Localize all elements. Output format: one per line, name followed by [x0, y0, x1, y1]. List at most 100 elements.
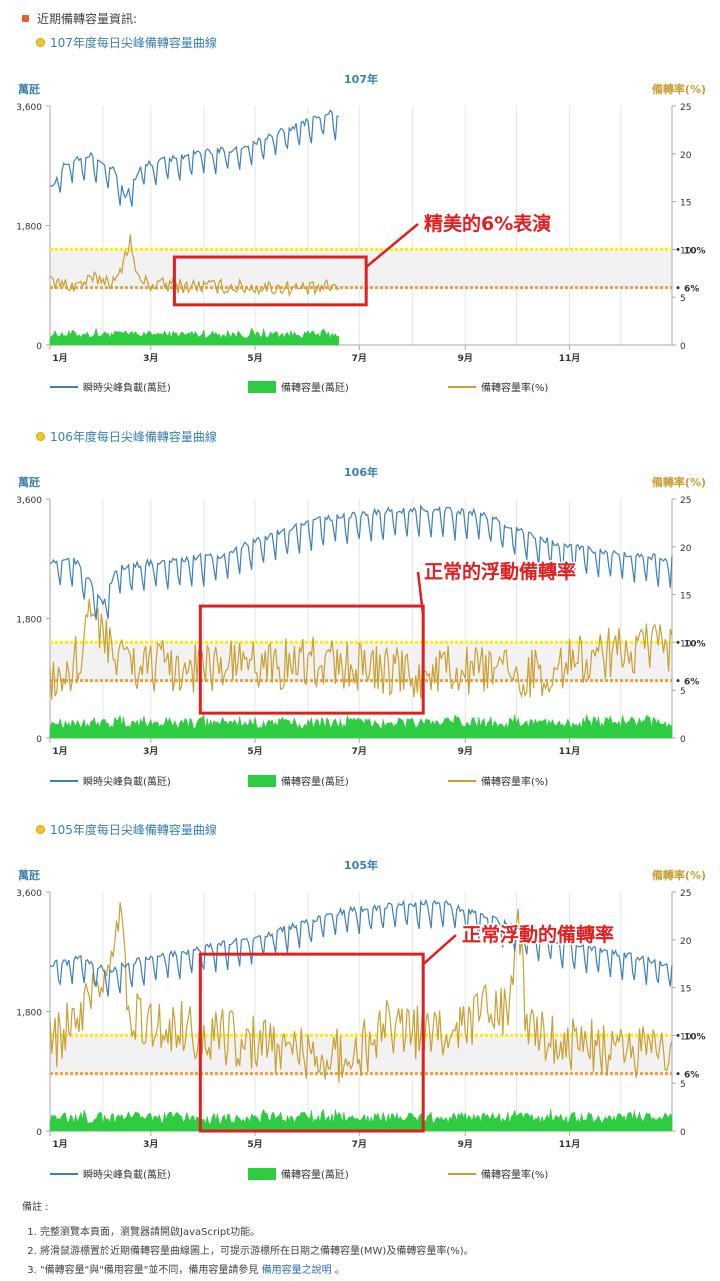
- right-tick-label: 20: [680, 151, 692, 161]
- legend-peak[interactable]: 瞬時尖峰負載(萬瓩): [50, 773, 171, 788]
- right-tick-label: 0: [680, 1128, 686, 1138]
- section-header: 近期備轉容量資訊:: [22, 10, 137, 27]
- line-swatch-icon: [448, 1172, 476, 1175]
- left-axis-label: 萬瓩: [18, 82, 40, 96]
- chart-subtitle-105: 105年度每日尖峰備轉容量曲線: [36, 821, 217, 838]
- notes-title: 備註 :: [22, 1202, 49, 1213]
- right-tick-label: 10: [680, 639, 692, 649]
- line-swatch-icon: [448, 385, 476, 388]
- legend-rate[interactable]: 備轉容量率(%): [448, 379, 548, 394]
- ref-dot: [676, 679, 680, 683]
- right-tick-label: 15: [680, 199, 691, 209]
- ref-label-10: 10%: [684, 639, 706, 649]
- chart-105[interactable]: 105年 萬瓩 備轉率(%) 0 1,800 3,600 0 5 10 15 20 25 1月 3月 5月 7…: [0, 851, 720, 1156]
- left-tick-label: 0: [36, 1128, 42, 1138]
- left-tick-label: 0: [36, 735, 42, 745]
- legend-rate[interactable]: 備轉容量率(%): [448, 1166, 548, 1181]
- x-tick-label: 9月: [458, 353, 473, 364]
- series-reserve: [49, 1108, 673, 1132]
- ref-label-6: 6%: [684, 1071, 699, 1081]
- series-peak: [49, 503, 673, 621]
- legend-105: 瞬時尖峰負載(萬瓩) 備轉容量(萬瓩) 備轉容量率(%): [0, 1166, 720, 1186]
- callout-line: [422, 934, 457, 966]
- series-reserve: [49, 713, 673, 739]
- right-tick-label: 15: [680, 592, 691, 602]
- annotation-text: 正常的浮動備轉率: [424, 560, 576, 583]
- x-tick-label: 11月: [559, 746, 581, 757]
- legend-rate[interactable]: 備轉容量率(%): [448, 773, 548, 788]
- legend-107: 瞬時尖峰負載(萬瓩) 備轉容量(萬瓩) 備轉容量率(%): [0, 379, 720, 399]
- series-peak: [50, 898, 673, 997]
- x-tick-label: 5月: [247, 1139, 262, 1150]
- series-reserve: [49, 327, 340, 346]
- line-swatch-icon: [448, 779, 476, 782]
- x-tick-label: 3月: [143, 1139, 158, 1150]
- legend-reserve[interactable]: 備轉容量(萬瓩): [248, 1166, 349, 1181]
- left-tick-label: 1,800: [16, 223, 42, 233]
- legend-106: 瞬時尖峰負載(萬瓩) 備轉容量(萬瓩) 備轉容量率(%): [0, 773, 720, 793]
- ref-label-6: 6%: [684, 678, 699, 688]
- x-tick-label: 3月: [143, 353, 158, 364]
- callout-line: [365, 223, 419, 269]
- subtitle-text: 106年度每日尖峰備轉容量曲線: [50, 430, 217, 444]
- chart-title: 106年: [344, 465, 378, 479]
- x-tick-label: 5月: [247, 746, 262, 757]
- left-tick-label: 1,800: [16, 1009, 42, 1019]
- line-swatch-icon: [50, 1172, 78, 1175]
- annotation-box: [198, 604, 425, 715]
- box-swatch-icon: [248, 1167, 276, 1180]
- x-tick-label: 11月: [559, 353, 581, 364]
- annotation-box: [172, 255, 368, 307]
- right-tick-label: 15: [680, 985, 691, 995]
- right-axis-label: 備轉率(%): [652, 868, 706, 882]
- right-tick-label: 25: [680, 889, 691, 899]
- right-tick-label: 5: [680, 1080, 686, 1090]
- ref-dot: [676, 247, 680, 251]
- circle-bullet-icon: [36, 38, 45, 47]
- circle-bullet-icon: [36, 825, 45, 834]
- left-tick-label: 3,600: [16, 103, 42, 113]
- x-tick-label: 7月: [352, 353, 367, 364]
- x-tick-label: 1月: [52, 746, 67, 757]
- right-tick-label: 0: [680, 342, 686, 352]
- subtitle-text: 105年度每日尖峰備轉容量曲線: [50, 823, 217, 837]
- x-tick-label: 3月: [143, 746, 158, 757]
- x-tick-label: 9月: [458, 746, 473, 757]
- circle-bullet-icon: [36, 432, 45, 441]
- left-axis-label: 萬瓩: [18, 475, 40, 489]
- x-tick-label: 11月: [559, 1139, 581, 1150]
- x-tick-label: 7月: [352, 746, 367, 757]
- subtitle-text: 107年度每日尖峰備轉容量曲線: [50, 36, 217, 50]
- reserve-band: [50, 249, 672, 288]
- left-axis-label: 萬瓩: [18, 868, 40, 882]
- note-item: 將滑鼠游標置於近期備轉容量曲線圖上，可提示游標所在日期之備轉容量(MW)及備轉容…: [40, 1242, 712, 1257]
- legend-peak[interactable]: 瞬時尖峰負載(萬瓩): [50, 1166, 171, 1181]
- right-tick-label: 25: [680, 496, 691, 506]
- series-peak: [49, 109, 339, 207]
- legend-reserve[interactable]: 備轉容量(萬瓩): [248, 379, 349, 394]
- square-bullet-icon: [22, 15, 29, 22]
- line-swatch-icon: [50, 385, 78, 388]
- right-axis-label: 備轉率(%): [652, 475, 706, 489]
- left-tick-label: 1,800: [16, 616, 42, 626]
- right-tick-label: 10: [680, 1032, 692, 1042]
- reserve-explanation-link[interactable]: 備用容量之說明: [261, 1265, 332, 1276]
- ref-label-10: 10%: [684, 246, 706, 256]
- left-tick-label: 0: [36, 342, 42, 352]
- legend-reserve[interactable]: 備轉容量(萬瓩): [248, 773, 349, 788]
- chart-107[interactable]: 107年 萬瓩 備轉率(%) 0 1,800 3,600 0 5 10 15 20 25 1月 3月 5月 7…: [0, 65, 720, 370]
- chart-subtitle-107: 107年度每日尖峰備轉容量曲線: [36, 34, 217, 51]
- left-tick-label: 3,600: [16, 889, 42, 899]
- chart-subtitle-106: 106年度每日尖峰備轉容量曲線: [36, 428, 217, 445]
- ref-dot: [676, 1072, 680, 1076]
- x-tick-label: 5月: [247, 353, 262, 364]
- x-tick-label: 1月: [52, 353, 67, 364]
- series-rate: [49, 234, 340, 298]
- annotation-box: [198, 952, 425, 1133]
- legend-peak[interactable]: 瞬時尖峰負載(萬瓩): [50, 379, 171, 394]
- chart-106[interactable]: 106年 萬瓩 備轉率(%) 0 1,800 3,600 0 5 10 15 20 25 1月 3月 5月 7…: [0, 458, 720, 763]
- annotation-text: 精美的6%表演: [424, 212, 551, 235]
